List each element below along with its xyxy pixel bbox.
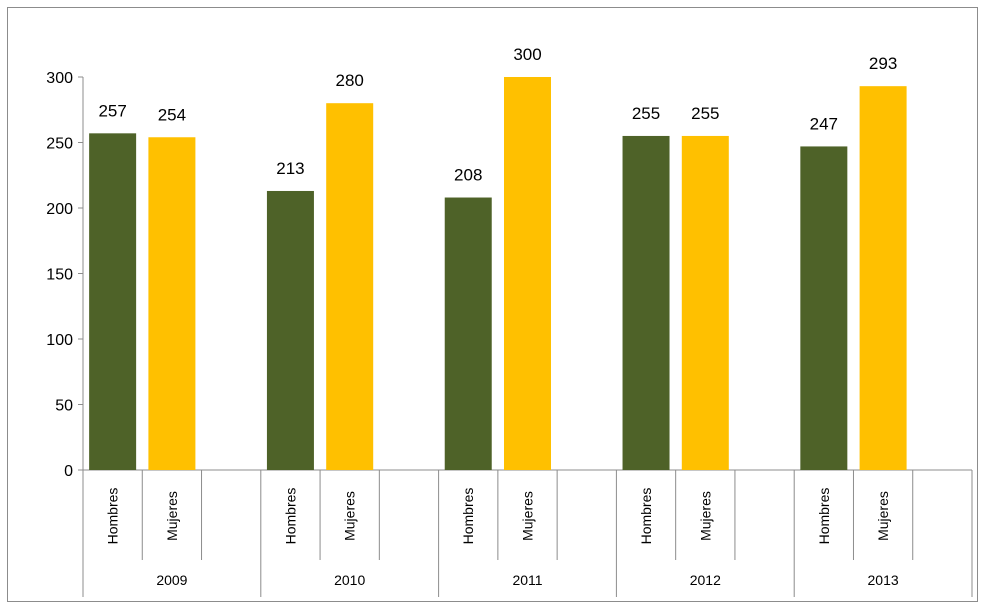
data-label: 255 <box>691 104 719 123</box>
x-group-label: 2013 <box>868 572 899 588</box>
x-category-label: Hombres <box>282 488 298 545</box>
x-category-label: Mujeres <box>164 491 180 541</box>
x-category-label: Hombres <box>105 488 121 545</box>
y-tick-label: 150 <box>46 267 73 284</box>
x-category-label: Hombres <box>816 488 832 545</box>
bar-mujeres-2013 <box>859 86 907 471</box>
bar-hombres-2010 <box>266 190 314 470</box>
bar-mujeres-2010 <box>326 103 374 470</box>
data-label: 255 <box>632 104 660 123</box>
x-group-label: 2010 <box>334 572 365 588</box>
x-group-label: 2011 <box>512 572 542 588</box>
data-label: 247 <box>810 114 838 133</box>
y-tick-label: 200 <box>46 201 73 218</box>
x-category-label: Mujeres <box>520 491 536 541</box>
bar-hombres-2012 <box>622 135 670 470</box>
y-tick-label: 50 <box>55 398 73 415</box>
data-label: 208 <box>454 166 482 185</box>
data-label: 300 <box>513 45 541 64</box>
bar-hombres-2011 <box>444 197 492 470</box>
bar-mujeres-2009 <box>148 137 196 470</box>
x-category-label: Mujeres <box>697 491 713 541</box>
bar-mujeres-2012 <box>681 135 729 470</box>
x-category-label: Hombres <box>460 488 476 545</box>
data-label: 213 <box>276 159 304 178</box>
y-tick-label: 100 <box>46 332 73 349</box>
x-category-label: Mujeres <box>875 491 891 541</box>
bar-hombres-2013 <box>800 146 848 470</box>
bar-mujeres-2011 <box>504 77 551 470</box>
x-group-label: 2009 <box>156 572 187 588</box>
data-label: 293 <box>869 54 897 73</box>
x-category-label: Hombres <box>638 488 654 545</box>
x-group-label: 2012 <box>690 572 721 588</box>
data-label: 257 <box>98 101 126 120</box>
x-category-label: Mujeres <box>342 491 358 541</box>
y-tick-label: 0 <box>64 463 73 480</box>
data-label: 280 <box>336 71 364 90</box>
y-tick-label: 300 <box>46 70 73 87</box>
data-label: 254 <box>158 105 186 124</box>
bar-hombres-2009 <box>89 133 137 470</box>
y-tick-label: 250 <box>46 136 73 153</box>
